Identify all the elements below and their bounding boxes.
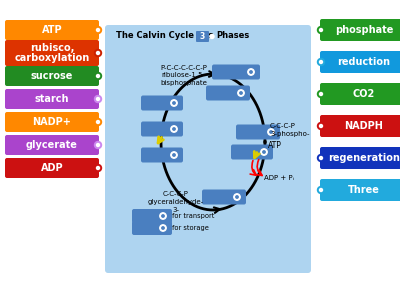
FancyBboxPatch shape [5,158,99,178]
FancyBboxPatch shape [202,190,246,205]
Circle shape [263,151,265,153]
Text: Three: Three [348,185,380,195]
Circle shape [96,74,100,77]
Circle shape [318,26,324,34]
Circle shape [96,167,100,170]
FancyBboxPatch shape [320,51,400,73]
Circle shape [173,128,175,130]
Circle shape [160,225,166,231]
Text: 3: 3 [200,32,205,41]
FancyBboxPatch shape [5,112,99,132]
FancyBboxPatch shape [206,85,250,100]
FancyBboxPatch shape [5,66,99,86]
Circle shape [234,194,240,200]
Text: rubisco,
carboxylation: rubisco, carboxylation [14,43,90,63]
Circle shape [162,227,164,229]
Circle shape [318,91,324,98]
Text: Phases: Phases [216,32,249,40]
FancyBboxPatch shape [5,20,99,40]
Circle shape [320,124,322,128]
Text: for storage: for storage [172,225,209,231]
Text: starch: starch [35,94,69,104]
Circle shape [318,187,324,194]
Text: C-C-C-P
3-phospho-: C-C-C-P 3-phospho- [270,123,310,137]
FancyBboxPatch shape [5,135,99,155]
Text: reduction: reduction [338,57,390,67]
Circle shape [320,188,322,191]
Text: NADPH: NADPH [344,121,384,131]
FancyBboxPatch shape [320,19,400,41]
Circle shape [270,131,272,133]
FancyBboxPatch shape [141,95,183,110]
Circle shape [94,142,102,148]
Text: glycerate: glycerate [26,140,78,150]
Text: ADP: ADP [41,163,63,173]
FancyBboxPatch shape [5,40,99,66]
FancyBboxPatch shape [132,209,172,223]
Circle shape [162,215,164,217]
FancyBboxPatch shape [320,179,400,201]
Circle shape [171,100,177,106]
FancyBboxPatch shape [141,148,183,163]
Circle shape [96,143,100,146]
Circle shape [261,149,267,155]
Text: phosphate: phosphate [335,25,393,35]
Circle shape [173,102,175,104]
FancyBboxPatch shape [196,31,209,42]
Circle shape [96,28,100,32]
Text: ATP: ATP [268,140,282,149]
Circle shape [320,92,322,95]
Circle shape [320,157,322,160]
Circle shape [94,73,102,80]
Circle shape [171,152,177,158]
Text: CO2: CO2 [353,89,375,99]
Circle shape [250,71,252,73]
FancyBboxPatch shape [320,83,400,105]
FancyBboxPatch shape [5,89,99,109]
FancyBboxPatch shape [231,145,273,160]
Circle shape [248,69,254,75]
Circle shape [160,213,166,219]
Text: C-C-C-P
glyceraldehyde-
3-: C-C-C-P glyceraldehyde- 3- [148,191,204,212]
Circle shape [238,90,244,96]
FancyBboxPatch shape [320,147,400,169]
Circle shape [94,50,102,56]
Circle shape [210,34,214,38]
Text: NADP+: NADP+ [32,117,72,127]
Circle shape [94,26,102,34]
Circle shape [94,164,102,172]
Text: for transport: for transport [172,213,214,219]
Circle shape [268,129,274,135]
Circle shape [236,196,238,198]
Text: P-C-C-C-C-C-P
ribulose-1,5-
bisphosphate: P-C-C-C-C-C-P ribulose-1,5- bisphosphate [160,64,207,86]
Circle shape [94,118,102,125]
Circle shape [173,154,175,156]
Circle shape [94,95,102,103]
Circle shape [318,154,324,161]
Circle shape [320,61,322,64]
Text: sucrose: sucrose [31,71,73,81]
Text: regeneration: regeneration [328,153,400,163]
Text: ATP: ATP [42,25,62,35]
Text: The Calvin Cycle has: The Calvin Cycle has [116,32,213,40]
FancyBboxPatch shape [236,124,280,140]
Text: ADP + Pᵢ: ADP + Pᵢ [264,175,294,181]
Circle shape [318,122,324,130]
Circle shape [320,28,322,32]
FancyBboxPatch shape [105,25,311,273]
FancyBboxPatch shape [320,115,400,137]
Circle shape [96,52,100,55]
Circle shape [171,126,177,132]
FancyBboxPatch shape [132,221,172,235]
FancyBboxPatch shape [141,122,183,136]
Circle shape [318,58,324,65]
Circle shape [240,92,242,94]
Circle shape [96,121,100,124]
FancyBboxPatch shape [212,64,260,80]
Circle shape [96,98,100,100]
